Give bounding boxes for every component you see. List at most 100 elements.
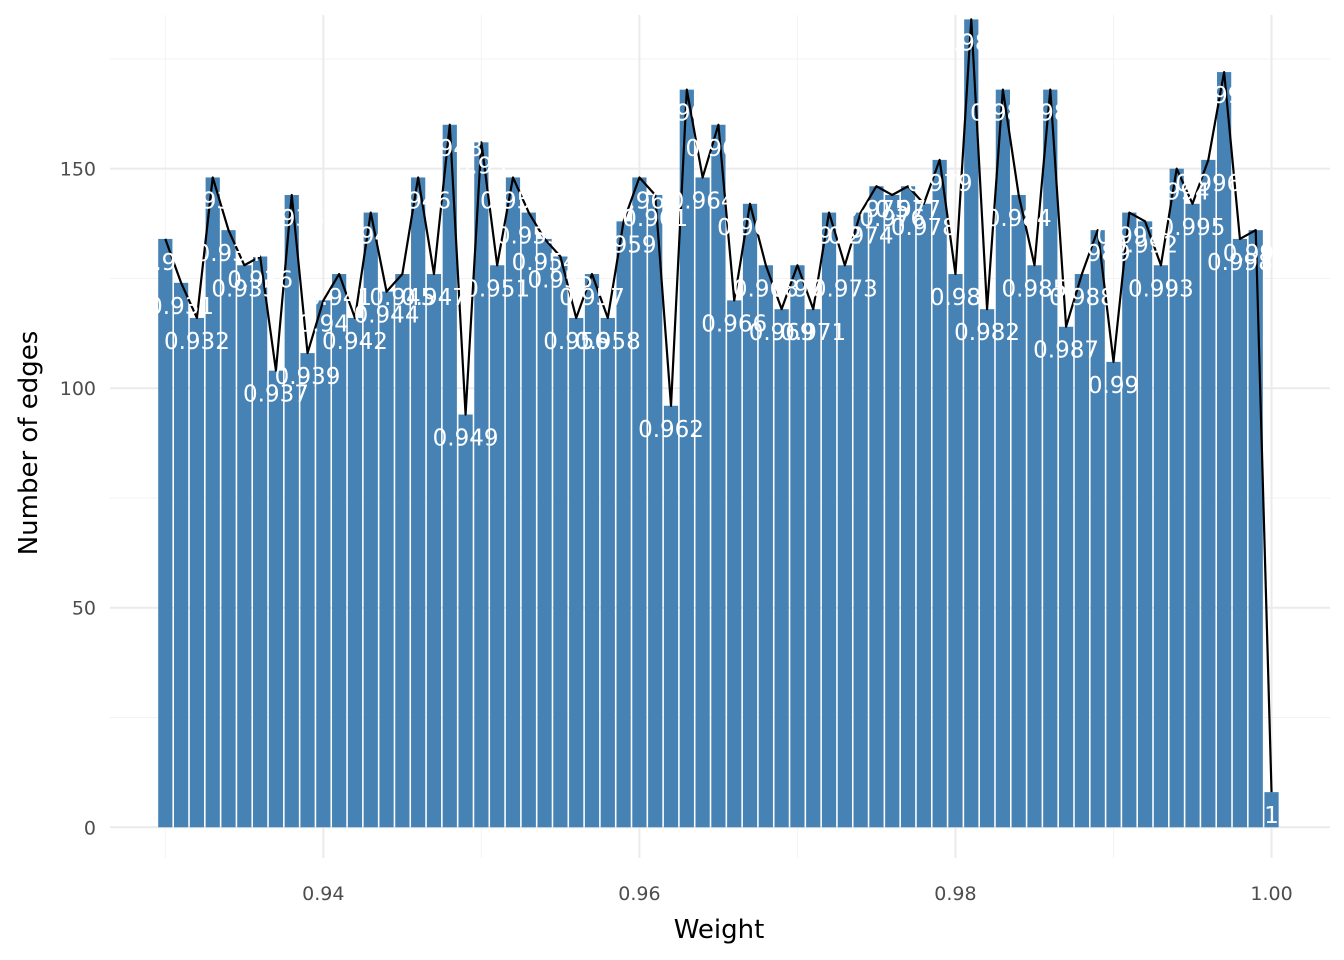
bar (442, 124, 457, 828)
bar-label: 0.965 (685, 136, 751, 162)
bar-label: 0.931 (148, 294, 214, 320)
bar-label: 0.959 (591, 232, 657, 258)
count-polyline (164, 18, 1273, 793)
bar (885, 195, 900, 828)
bar-label: 0.97 (772, 276, 823, 302)
bar-label: 0.964 (670, 188, 736, 214)
bar (711, 124, 726, 828)
bars (158, 19, 1279, 828)
bar (1137, 221, 1153, 828)
bar-label: 0.948 (417, 136, 483, 162)
bar-label: 0.939 (275, 364, 341, 390)
y-tick-label: 50 (72, 598, 96, 620)
bar (379, 291, 394, 828)
bar-label: 0.956 (543, 329, 609, 355)
bar (205, 177, 220, 828)
bar (237, 265, 252, 828)
bar (505, 177, 521, 828)
bar-label: 0.99 (1088, 373, 1139, 399)
bar-label: 0.967 (717, 215, 783, 241)
bar-label: 0.973 (812, 276, 878, 302)
bar (268, 370, 284, 828)
tick-labels: 0.94 0.96 0.98 1.00 0 50 100 150 (60, 159, 1293, 905)
x-tick-label: 0.94 (302, 883, 344, 905)
x-tick-label: 0.96 (618, 883, 660, 905)
bar-labels: 0.930.9310.9320.9330.9340.9350.9360.9370… (140, 30, 1289, 829)
bar-label: 0.953 (496, 224, 562, 250)
bar-label: 0.958 (575, 329, 641, 355)
bar-label: 0.998 (1207, 250, 1273, 276)
bar (1106, 361, 1121, 828)
bar-label: 0.957 (559, 285, 625, 311)
bar (174, 282, 189, 828)
bar (332, 274, 347, 828)
bar (1232, 238, 1248, 828)
bar (1122, 212, 1137, 828)
bar (158, 238, 173, 828)
bar-label: 0.96 (614, 188, 665, 214)
bar-label: 0.93 (140, 250, 191, 276)
bar (932, 159, 947, 828)
bar-label: 0.952 (480, 188, 546, 214)
bar-label: 0.989 (1065, 241, 1131, 267)
bar-label: 0.938 (259, 206, 325, 232)
bar (411, 177, 426, 828)
bar (221, 230, 236, 828)
bar (584, 274, 600, 828)
bar (1217, 72, 1232, 828)
bar-label: 0.994 (1144, 180, 1210, 206)
bar-label: 0.984 (986, 206, 1052, 232)
bar-label: 0.988 (1049, 285, 1115, 311)
bar-label: 0.934 (196, 241, 262, 267)
bar-label: 0.954 (512, 250, 578, 276)
bar-label: 0.946 (385, 188, 451, 214)
bar-label: 0.974 (828, 224, 894, 250)
bar-label: 0.987 (1033, 338, 1099, 364)
bar-label: 0.983 (970, 101, 1036, 127)
bar-label: 0.945 (369, 285, 435, 311)
bar (284, 195, 299, 828)
bar-label: 0.999 (1223, 241, 1289, 267)
bar (948, 274, 963, 828)
bar (679, 89, 694, 828)
x-tick-label: 1.00 (1250, 883, 1292, 905)
bar-label: 0.961 (622, 206, 688, 232)
bar-label: 0.991 (1096, 224, 1162, 250)
bar-label: 0.981 (938, 30, 1004, 56)
bar-label: 0.992 (1112, 232, 1178, 258)
bar (964, 19, 979, 828)
bar (632, 177, 647, 828)
bar (1011, 195, 1026, 828)
y-tick-label: 150 (60, 159, 96, 181)
bar-label: 0.969 (749, 320, 815, 346)
bar (474, 142, 489, 828)
bar-label: 0.955 (527, 267, 593, 293)
bar-label: 0.937 (243, 382, 309, 408)
bar (1264, 792, 1279, 828)
bar (1090, 230, 1105, 828)
bar (648, 195, 663, 828)
bar-label: 0.971 (780, 320, 846, 346)
bar-label: 0.962 (638, 417, 704, 443)
bar-label: 0.975 (844, 197, 910, 223)
bar (663, 405, 679, 828)
bar (600, 317, 615, 828)
bar-label: 0.996 (1175, 171, 1241, 197)
bar (742, 203, 758, 828)
bar (853, 212, 868, 828)
bar-label: 0.977 (875, 197, 941, 223)
bar-label: 0.982 (954, 320, 1020, 346)
bar (995, 89, 1010, 828)
bar (490, 265, 505, 828)
bar (347, 317, 363, 828)
bar (553, 256, 568, 828)
bar-label: 0.942 (322, 329, 388, 355)
bar-label: 0.95 (456, 153, 507, 179)
bar (900, 186, 916, 828)
bar (458, 414, 473, 828)
bar-label: 0.993 (1128, 276, 1194, 302)
bar (569, 317, 584, 828)
bar-label: 0.963 (654, 101, 720, 127)
bar-label: 0.98 (930, 285, 981, 311)
bar (395, 274, 410, 828)
